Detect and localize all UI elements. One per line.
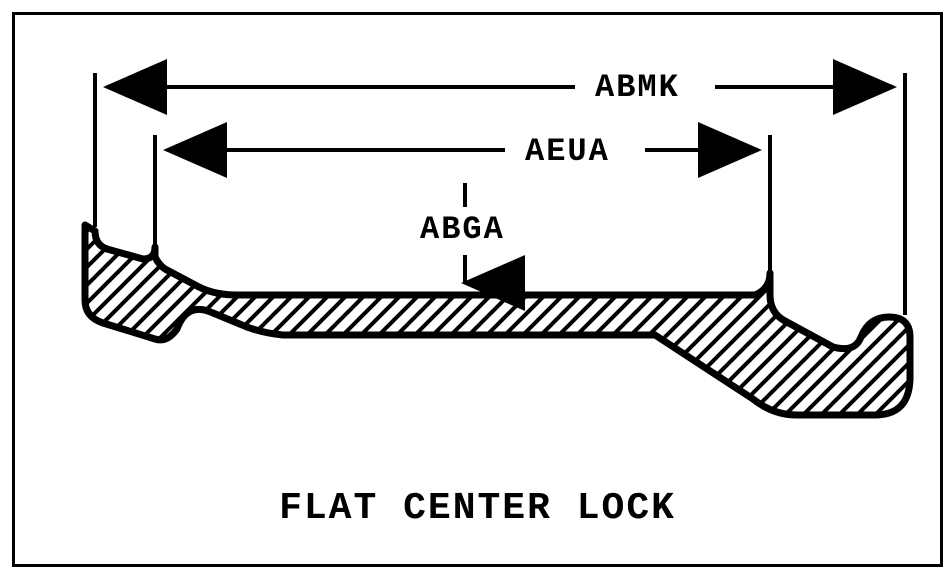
label-abmk: ABMK [595,69,680,106]
label-aeua: AEUA [525,133,610,170]
figure-title: FLAT CENTER LOCK [15,487,940,530]
figure-frame: ABMK AEUA ABGA FLAT CENTER LOCK [12,12,943,567]
label-abga: ABGA [420,211,505,248]
diagram-svg [15,15,940,564]
profile-hatch [85,225,910,415]
diagram-stage: ABMK AEUA ABGA FLAT CENTER LOCK [15,15,940,564]
